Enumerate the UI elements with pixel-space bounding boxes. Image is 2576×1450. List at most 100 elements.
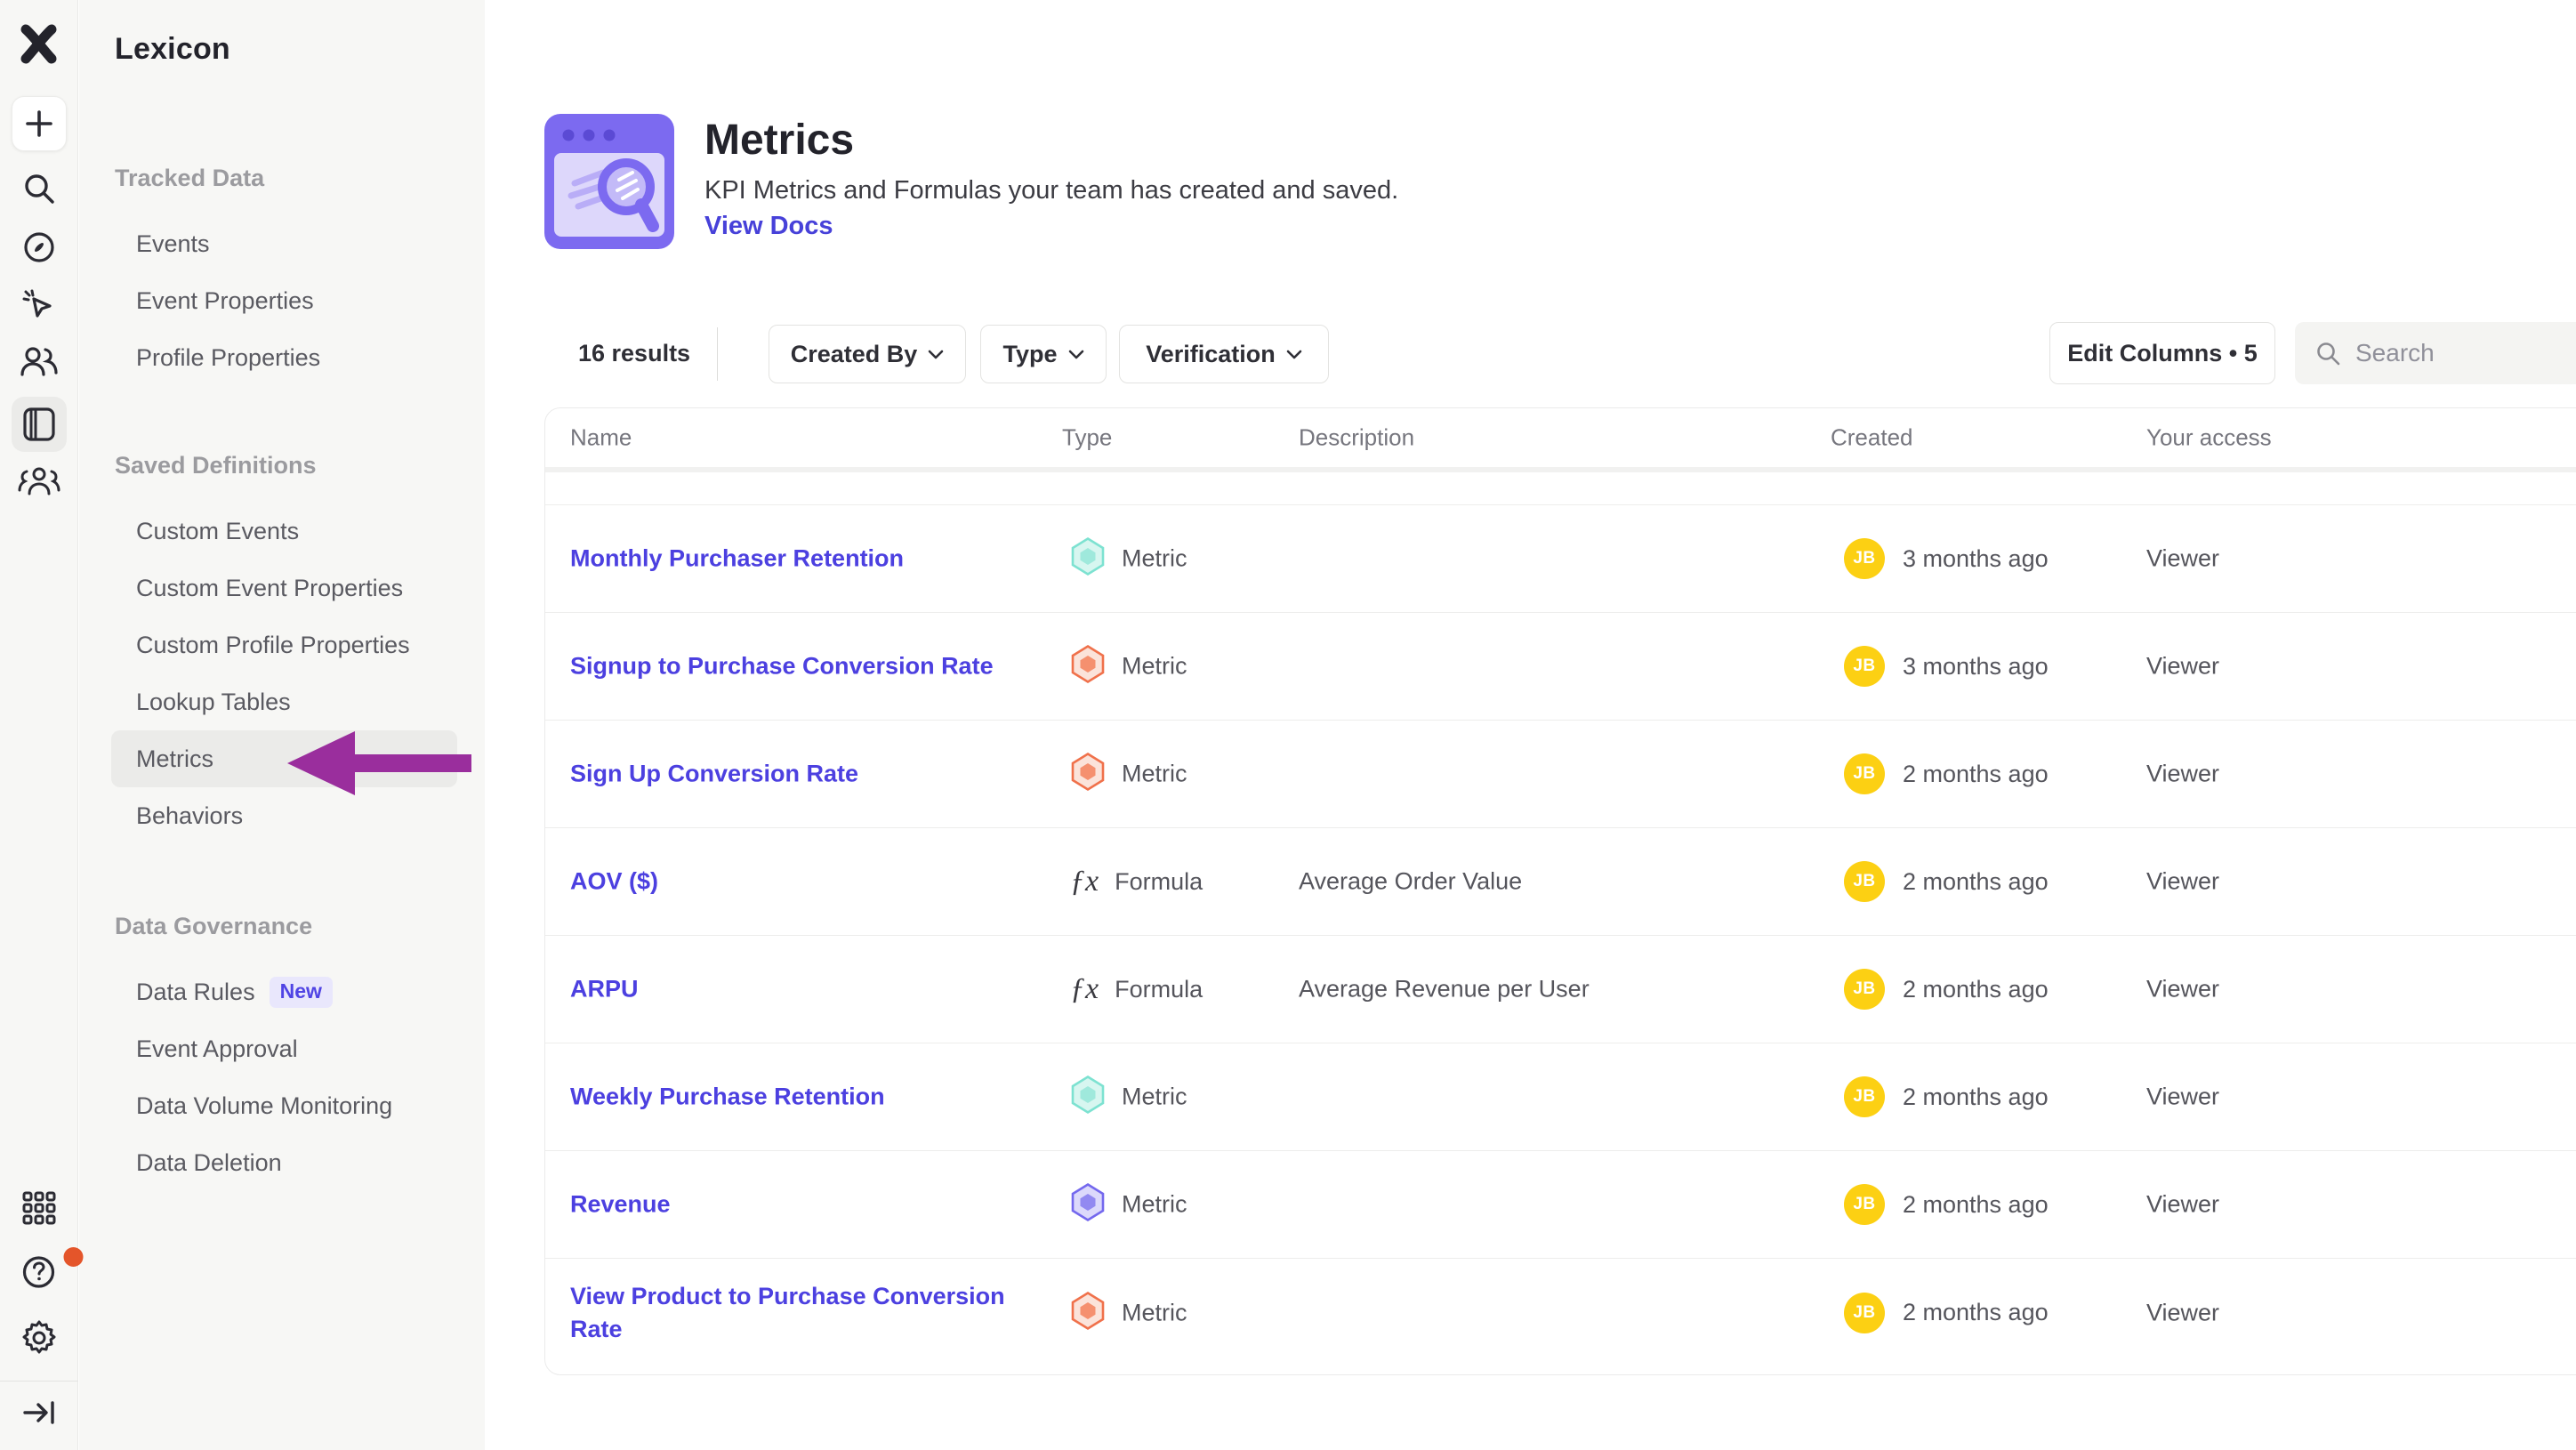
help-icon[interactable] (0, 1247, 83, 1292)
sidebar-item-data-volume-monitoring[interactable]: Data Volume Monitoring (111, 1077, 457, 1134)
filter-label: Verification (1146, 340, 1276, 367)
sidebar: Lexicon Tracked Data Events Event Properti… (79, 0, 485, 1450)
created-time: 2 months ago (1903, 1083, 2049, 1110)
settings-gear-icon[interactable] (20, 1318, 59, 1357)
formula-fx-icon: ƒx (1070, 865, 1099, 898)
filter-verification[interactable]: Verification (1119, 325, 1329, 383)
metric-name-link[interactable]: Weekly Purchase Retention (570, 1083, 885, 1110)
type-label: Formula (1115, 867, 1203, 895)
type-cell: ƒx Formula (1070, 865, 1203, 898)
type-label: Metric (1122, 760, 1187, 787)
avatar: JB (1844, 861, 1885, 902)
access-cell: Viewer (2146, 1299, 2220, 1325)
sidebar-item-events[interactable]: Events (111, 215, 457, 272)
sidebar-item-event-properties[interactable]: Event Properties (111, 272, 457, 329)
create-button[interactable] (11, 96, 67, 151)
metric-name-link[interactable]: Monthly Purchaser Retention (570, 544, 905, 572)
type-cell: Metric (1070, 1075, 1187, 1119)
annotation-arrow (287, 731, 471, 795)
sidebar-item-custom-events[interactable]: Custom Events (111, 503, 457, 560)
type-label: Metric (1122, 1083, 1187, 1110)
metric-name-link[interactable]: Signup to Purchase Conversion Rate (570, 652, 994, 680)
search-box[interactable] (2295, 322, 2576, 384)
column-header-access[interactable]: Your access (2146, 423, 2272, 451)
created-time: 2 months ago (1903, 867, 2049, 895)
metric-hexagon-icon-orange (1070, 644, 1106, 689)
table-row: View Product to Purchase Conversion Rate… (545, 1259, 2576, 1366)
chevron-down-icon (1286, 350, 1302, 358)
formula-fx-icon: ƒx (1070, 972, 1099, 1005)
metric-name-link[interactable]: ARPU (570, 975, 639, 1003)
metrics-table-card: Name Type Description Created Your acces… (544, 407, 2576, 1375)
sidebar-item-profile-properties[interactable]: Profile Properties (111, 329, 457, 386)
avatar: JB (1844, 969, 1885, 1010)
lexicon-book-icon[interactable] (11, 397, 67, 452)
created-cell: JB 3 months ago (1844, 646, 2049, 687)
avatar: JB (1844, 646, 1885, 687)
sidebar-item-label: Events (136, 230, 210, 257)
notification-dot (63, 1247, 83, 1267)
page-subtitle: KPI Metrics and Formulas your team has c… (704, 176, 1399, 205)
avatar: JB (1844, 753, 1885, 794)
column-header-created[interactable]: Created (1831, 423, 1913, 451)
results-count: 16 results (578, 340, 691, 367)
search-input-icon (2317, 342, 2340, 366)
search-input[interactable] (2355, 339, 2569, 367)
avatar: JB (1844, 1076, 1885, 1117)
explore-compass-icon[interactable] (21, 230, 57, 265)
users-icon[interactable] (20, 345, 59, 377)
sidebar-item-label: Event Properties (136, 286, 314, 314)
filter-label: Type (1002, 340, 1058, 367)
sidebar-item-label: Event Approval (136, 1035, 298, 1062)
access-cell: Viewer (2146, 1083, 2220, 1110)
sidebar-item-behaviors[interactable]: Behaviors (111, 787, 457, 844)
sidebar-item-lookup-tables[interactable]: Lookup Tables (111, 673, 457, 730)
type-cell: Metric (1070, 644, 1187, 689)
type-label: Metric (1122, 544, 1187, 572)
sidebar-item-custom-profile-properties[interactable]: Custom Profile Properties (111, 616, 457, 673)
created-cell: JB 2 months ago (1844, 969, 2049, 1010)
arrow-shaft (353, 754, 471, 772)
plus-icon[interactable] (11, 96, 67, 151)
column-header-type[interactable]: Type (1062, 423, 1113, 451)
metric-name-link[interactable]: Revenue (570, 1190, 671, 1218)
created-cell: JB 2 months ago (1844, 753, 2049, 794)
metrics-page-icon (544, 114, 674, 254)
sidebar-item-event-approval[interactable]: Event Approval (111, 1020, 457, 1077)
type-cell: Metric (1070, 1291, 1187, 1334)
sidebar-item-data-rules[interactable]: Data Rules New (111, 963, 457, 1020)
collapse-sidebar-icon[interactable] (22, 1398, 56, 1427)
search-icon[interactable] (21, 171, 57, 206)
description-cell: Average Order Value (1299, 867, 1523, 895)
sidebar-title: Lexicon (115, 32, 230, 66)
created-time: 2 months ago (1903, 1190, 2049, 1218)
lexicon-rail-item[interactable] (11, 397, 67, 452)
sidebar-item-label: Data Rules (136, 978, 255, 1005)
filter-created-by[interactable]: Created By (769, 325, 966, 383)
apps-grid-icon[interactable] (21, 1190, 57, 1226)
metric-name-link[interactable]: AOV ($) (570, 867, 659, 895)
access-cell: Viewer (2146, 544, 2220, 572)
sidebar-item-custom-event-properties[interactable]: Custom Event Properties (111, 560, 457, 616)
created-time: 2 months ago (1903, 1299, 2049, 1325)
type-label: Metric (1122, 652, 1187, 680)
events-cursor-icon[interactable] (20, 286, 59, 326)
access-cell: Viewer (2146, 1190, 2220, 1218)
column-header-name[interactable]: Name (570, 423, 632, 451)
mixpanel-logo-icon[interactable] (19, 23, 60, 64)
description-cell: Average Revenue per User (1299, 975, 1590, 1003)
type-label: Metric (1122, 1299, 1187, 1325)
access-cell: Viewer (2146, 867, 2220, 895)
sidebar-item-data-deletion[interactable]: Data Deletion (111, 1134, 457, 1191)
community-icon[interactable] (18, 466, 60, 496)
metric-name-link[interactable]: View Product to Purchase Conversion Rate (570, 1282, 1005, 1342)
view-docs-link[interactable]: View Docs (704, 212, 833, 240)
metric-name-link[interactable]: Sign Up Conversion Rate (570, 760, 859, 787)
created-cell: JB 2 months ago (1844, 1076, 2049, 1117)
sidebar-item-label: Data Volume Monitoring (136, 1092, 393, 1119)
arrow-head (287, 731, 355, 795)
column-header-description[interactable]: Description (1299, 423, 1415, 451)
edit-columns-button[interactable]: Edit Columns • 5 (2049, 322, 2275, 384)
sidebar-item-label: Metrics (136, 745, 213, 772)
filter-type[interactable]: Type (980, 325, 1107, 383)
